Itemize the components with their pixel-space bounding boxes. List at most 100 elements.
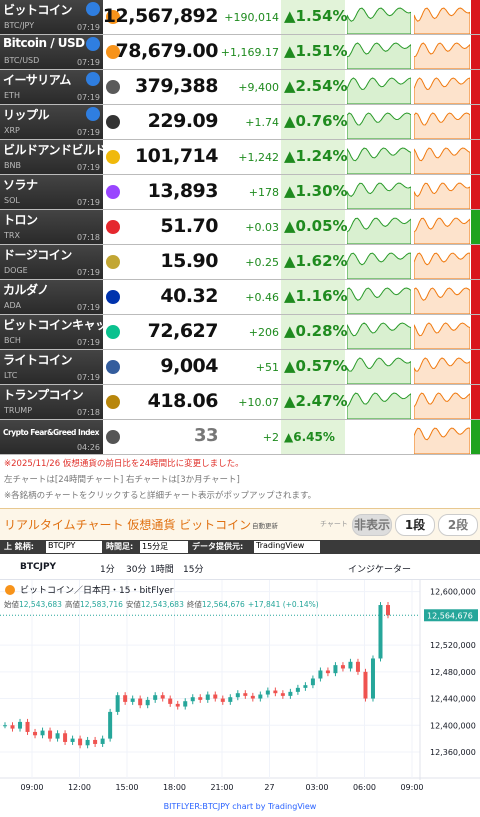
chart-24h[interactable]: [347, 105, 411, 139]
trend-bar: [471, 0, 480, 34]
candle-body: [370, 658, 375, 699]
price: 379,388: [134, 75, 219, 97]
coin-icon: [106, 255, 120, 269]
price: 40.32: [160, 285, 218, 307]
chart-3m[interactable]: [414, 140, 470, 174]
name-cell: Bitcoin / USD BTC/USD 07:19: [0, 35, 103, 69]
chart-24h[interactable]: [347, 140, 411, 174]
candle-body: [40, 730, 45, 736]
coin-row: ビルドアンドビルド BNB 07:19 101,714 +1,242 ▲1.24%: [0, 140, 480, 175]
toggle-button[interactable]: 2段: [438, 514, 478, 536]
chart-3m[interactable]: [414, 245, 470, 279]
chart-24h[interactable]: [347, 175, 411, 209]
chart-3m[interactable]: [414, 210, 470, 244]
chart-24h[interactable]: [347, 385, 411, 419]
last-price-box: [424, 609, 478, 622]
chart-3m[interactable]: [414, 175, 470, 209]
name-cell: ビットコイン BTC/JPY 07:19: [0, 0, 103, 34]
name-cell: イーサリアム ETH 07:19: [0, 70, 103, 104]
sparkline-area: [347, 392, 411, 419]
sparkline-area: [347, 322, 411, 349]
chart-3m[interactable]: [414, 35, 470, 69]
coin-name: トロン: [3, 213, 38, 227]
chart-3m[interactable]: [414, 280, 470, 314]
toggle-button[interactable]: 1段: [395, 514, 435, 536]
coin-symbol: DOGE: [4, 266, 28, 275]
tv-toolbar: BTCJPY 1分 30分 1時間 15分 インジケーター: [0, 556, 480, 580]
interval[interactable]: 15分: [183, 565, 204, 575]
chart-24h[interactable]: [347, 245, 411, 279]
ohlc-value: 12,543,683: [141, 600, 184, 609]
x-badge[interactable]: [86, 2, 100, 16]
coin-symbol: SOL: [4, 196, 20, 205]
tv-symbol[interactable]: BTCJPY: [20, 562, 57, 572]
pct: ▲1.51%: [284, 42, 348, 60]
x-badge[interactable]: [86, 107, 100, 121]
trend-bar: [471, 140, 480, 174]
auto-update: 自動更新: [252, 522, 278, 530]
x-tick-label: 12:00: [68, 783, 91, 792]
update-time: 07:18: [76, 233, 100, 242]
chart-24h[interactable]: [347, 350, 411, 384]
indicators[interactable]: インジケーター: [348, 565, 412, 575]
candle-body: [10, 725, 15, 729]
pct: ▲0.05%: [284, 217, 348, 235]
candle-body: [183, 701, 188, 707]
y-tick-label: 12,360,000: [430, 748, 476, 757]
toggle-button[interactable]: 非表示: [352, 514, 392, 536]
candle-body: [33, 731, 38, 736]
candle-body: [108, 711, 113, 739]
chart-24h[interactable]: [347, 210, 411, 244]
chart-24h[interactable]: [347, 0, 411, 34]
interval[interactable]: 30分: [126, 565, 147, 575]
change: +2: [262, 431, 279, 444]
candle-body: [18, 721, 23, 729]
candle-body: [138, 698, 143, 706]
chart-footer[interactable]: BITFLYER:BTCJPY chart by TradingView: [163, 802, 317, 811]
x-badge[interactable]: [86, 72, 100, 86]
update-time: 07:19: [76, 58, 100, 67]
chart-3m[interactable]: [414, 315, 470, 349]
symbol-select[interactable]: BTCJPY: [46, 541, 102, 553]
chart-24h[interactable]: [347, 280, 411, 314]
interval[interactable]: 1分: [100, 565, 115, 575]
ohlc-legend: 始値12,543,683 高値12,583,716 安値12,543,683 終値12…: [4, 599, 319, 609]
price: 78,679.00: [115, 40, 219, 62]
chart-3m[interactable]: [414, 420, 470, 454]
candle-body: [115, 695, 120, 712]
coin-icon: [106, 360, 120, 374]
price: 51.70: [160, 215, 218, 237]
source-select[interactable]: TradingView: [254, 541, 320, 553]
chart-3m[interactable]: [414, 0, 470, 34]
change: +10.07: [238, 396, 279, 409]
chart-24h[interactable]: [347, 70, 411, 104]
pct: ▲1.16%: [284, 287, 348, 305]
pct: ▲1.62%: [284, 252, 348, 270]
pct: ▲0.57%: [284, 357, 348, 375]
ohlc-label: 安値: [126, 599, 141, 609]
change: +1,242: [238, 151, 279, 164]
chart-3m[interactable]: [414, 350, 470, 384]
candle-body: [205, 694, 210, 700]
trend-bar: [471, 245, 480, 279]
timeframe-select[interactable]: 15分足: [140, 541, 188, 553]
chart-3m[interactable]: [414, 385, 470, 419]
coin-symbol: LTC: [4, 371, 18, 380]
coin-row: ドージコイン DOGE 07:19 15.90 +0.25 ▲1.62%: [0, 245, 480, 280]
x-badge[interactable]: [86, 37, 100, 51]
chart-3m[interactable]: [414, 105, 470, 139]
interval[interactable]: 1時間: [150, 565, 174, 575]
pct: ▲0.76%: [284, 112, 348, 130]
settings-bar: 上 銘柄: BTCJPY 時間足: 15分足 データ提供元: TradingView: [0, 540, 480, 554]
chart-24h[interactable]: [347, 420, 411, 454]
ohlc-value: 12,564,676: [202, 600, 245, 609]
candle-body: [348, 661, 353, 669]
chart-3m[interactable]: [414, 70, 470, 104]
chart-24h[interactable]: [347, 315, 411, 349]
sparkline-area: [414, 252, 470, 279]
price: 72,627: [147, 320, 219, 342]
sparkline-area: [414, 427, 470, 454]
pct: ▲2.54%: [284, 77, 348, 95]
price: 33: [193, 425, 219, 446]
chart-24h[interactable]: [347, 35, 411, 69]
